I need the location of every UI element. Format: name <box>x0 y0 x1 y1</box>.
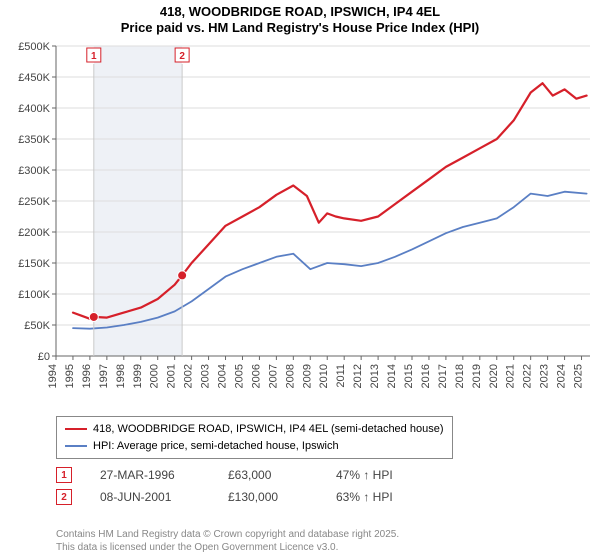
title-block: 418, WOODBRIDGE ROAD, IPSWICH, IP4 4EL P… <box>0 0 600 37</box>
svg-text:2013: 2013 <box>369 364 381 388</box>
sale-row-1: 1 27-MAR-1996 £63,000 47% ↑ HPI <box>56 464 393 486</box>
sale-date-2: 08-JUN-2001 <box>100 490 200 504</box>
svg-text:1995: 1995 <box>64 364 76 388</box>
svg-text:2000: 2000 <box>149 364 161 388</box>
svg-text:£0: £0 <box>38 351 50 363</box>
svg-text:2020: 2020 <box>488 364 500 388</box>
svg-text:£100K: £100K <box>18 289 50 301</box>
svg-text:2: 2 <box>179 51 185 62</box>
svg-text:2019: 2019 <box>471 364 483 388</box>
svg-text:£150K: £150K <box>18 258 50 270</box>
svg-text:2021: 2021 <box>505 364 517 388</box>
sale-marker-1: 1 <box>56 467 72 483</box>
svg-text:2016: 2016 <box>420 364 432 388</box>
sale-vs-2: 63% ↑ HPI <box>336 490 393 504</box>
svg-text:2004: 2004 <box>217 364 229 388</box>
svg-text:2008: 2008 <box>284 364 296 388</box>
svg-text:2012: 2012 <box>352 364 364 388</box>
svg-text:1999: 1999 <box>132 364 144 388</box>
svg-text:2005: 2005 <box>233 364 245 388</box>
legend-item-2: HPI: Average price, semi-detached house,… <box>65 438 444 455</box>
svg-text:2014: 2014 <box>386 364 398 388</box>
legend-swatch-2 <box>65 445 87 447</box>
sale-marker-2: 2 <box>56 489 72 505</box>
svg-text:2023: 2023 <box>539 364 551 388</box>
svg-text:£350K: £350K <box>18 134 50 146</box>
legend-item-1: 418, WOODBRIDGE ROAD, IPSWICH, IP4 4EL (… <box>65 421 444 438</box>
footer-line-1: Contains HM Land Registry data © Crown c… <box>56 528 399 541</box>
svg-text:£450K: £450K <box>18 72 50 84</box>
svg-text:2006: 2006 <box>250 364 262 388</box>
sale-price-2: £130,000 <box>228 490 308 504</box>
svg-text:£200K: £200K <box>18 227 50 239</box>
svg-text:£400K: £400K <box>18 103 50 115</box>
svg-text:2011: 2011 <box>335 364 347 388</box>
sale-vs-1: 47% ↑ HPI <box>336 468 393 482</box>
chart-svg: £0 £50K £100K £150K £200K £250K £300K £350K £400… <box>0 40 600 410</box>
svg-text:2003: 2003 <box>200 364 212 388</box>
svg-text:2002: 2002 <box>183 364 195 388</box>
svg-text:1997: 1997 <box>98 364 110 388</box>
svg-text:£300K: £300K <box>18 165 50 177</box>
svg-text:2001: 2001 <box>166 364 178 388</box>
legend-swatch-1 <box>65 428 87 430</box>
svg-text:2010: 2010 <box>318 364 330 388</box>
chart-area: £0 £50K £100K £150K £200K £250K £300K £350K £400… <box>0 40 600 410</box>
svg-text:£250K: £250K <box>18 196 50 208</box>
svg-text:2007: 2007 <box>267 364 279 388</box>
sale-marker-1-num: 1 <box>61 470 67 481</box>
sale-price-1: £63,000 <box>228 468 308 482</box>
svg-text:2009: 2009 <box>301 364 313 388</box>
svg-text:2024: 2024 <box>556 364 568 388</box>
svg-text:2022: 2022 <box>522 364 534 388</box>
sale-row-2: 2 08-JUN-2001 £130,000 63% ↑ HPI <box>56 486 393 508</box>
footer-block: Contains HM Land Registry data © Crown c… <box>56 528 399 554</box>
title-line-1: 418, WOODBRIDGE ROAD, IPSWICH, IP4 4EL <box>0 4 600 20</box>
sale-marker-2-num: 2 <box>61 492 67 503</box>
legend-box: 418, WOODBRIDGE ROAD, IPSWICH, IP4 4EL (… <box>56 416 453 459</box>
svg-text:£50K: £50K <box>24 320 50 332</box>
sale-date-1: 27-MAR-1996 <box>100 468 200 482</box>
svg-text:1998: 1998 <box>115 364 127 388</box>
svg-text:£500K: £500K <box>18 41 50 53</box>
svg-text:1: 1 <box>91 51 97 62</box>
svg-text:1994: 1994 <box>47 364 59 388</box>
svg-text:2018: 2018 <box>454 364 466 388</box>
legend-label-1: 418, WOODBRIDGE ROAD, IPSWICH, IP4 4EL (… <box>93 421 444 438</box>
sales-block: 1 27-MAR-1996 £63,000 47% ↑ HPI 2 08-JUN… <box>56 464 393 508</box>
svg-text:1996: 1996 <box>81 364 93 388</box>
chart-container: 418, WOODBRIDGE ROAD, IPSWICH, IP4 4EL P… <box>0 0 600 560</box>
footer-line-2: This data is licensed under the Open Gov… <box>56 541 399 554</box>
svg-text:2017: 2017 <box>437 364 449 388</box>
svg-text:2025: 2025 <box>573 364 585 388</box>
legend-label-2: HPI: Average price, semi-detached house,… <box>93 438 339 455</box>
title-line-2: Price paid vs. HM Land Registry's House … <box>0 20 600 36</box>
svg-text:2015: 2015 <box>403 364 415 388</box>
